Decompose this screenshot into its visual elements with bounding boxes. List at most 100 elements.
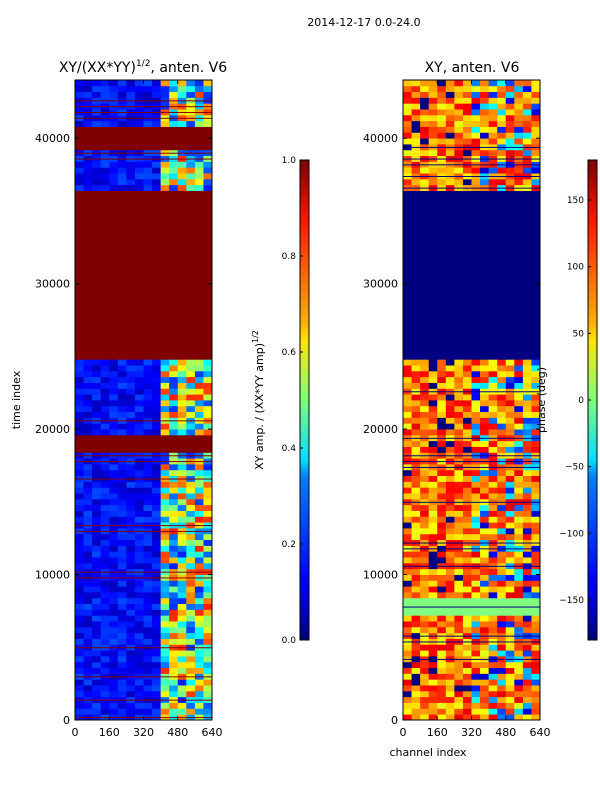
heatmap-cell xyxy=(117,481,127,488)
x-tick-label: 320 xyxy=(461,726,482,739)
heatmap-cell xyxy=(454,440,464,447)
heatmap-cell xyxy=(445,679,455,686)
heatmap-cell xyxy=(531,295,541,302)
heatmap-cell xyxy=(514,673,524,680)
heatmap-cell xyxy=(428,254,438,261)
heatmap-cell xyxy=(152,423,162,430)
heatmap-cell xyxy=(522,429,532,436)
heatmap-cell xyxy=(194,341,204,349)
heatmap-cell xyxy=(152,551,162,558)
heatmap-cell xyxy=(126,679,136,686)
heatmap-cell xyxy=(428,551,438,558)
heatmap-cell xyxy=(428,400,438,407)
heatmap-cell xyxy=(92,167,102,174)
heatmap-cell xyxy=(403,580,412,587)
heatmap-cell xyxy=(531,382,541,389)
heatmap-cell xyxy=(83,242,93,250)
heatmap-cell xyxy=(462,580,472,587)
heatmap-cell xyxy=(454,475,464,482)
heatmap-cell xyxy=(505,149,515,157)
heatmap-cell xyxy=(488,254,498,261)
heatmap-cell xyxy=(100,161,110,168)
heatmap-cell xyxy=(92,481,102,488)
heatmap-cell xyxy=(480,597,490,605)
heatmap-cell xyxy=(126,231,136,238)
heatmap-cell xyxy=(186,464,196,471)
heatmap-cell xyxy=(203,330,213,337)
heatmap-cell xyxy=(83,504,93,511)
heatmap-cell xyxy=(420,481,430,488)
heatmap-cell xyxy=(134,481,144,488)
heatmap-cell xyxy=(152,626,162,634)
heatmap-cell xyxy=(100,702,110,709)
heatmap-cell xyxy=(522,405,532,413)
heatmap-cell xyxy=(75,586,84,593)
heatmap-streak xyxy=(75,117,212,119)
heatmap-cell xyxy=(531,626,541,634)
heatmap-cell xyxy=(480,690,490,698)
heatmap-cell xyxy=(143,120,153,127)
heatmap-cell xyxy=(505,557,515,564)
heatmap-cell xyxy=(505,336,515,343)
heatmap-cell xyxy=(117,603,127,610)
heatmap-cell xyxy=(83,615,93,622)
heatmap-streak xyxy=(403,193,540,195)
heatmap-cell xyxy=(488,685,498,692)
heatmap-cell xyxy=(177,365,187,372)
heatmap-cell xyxy=(471,120,481,127)
colorbar-tick-label: 0.8 xyxy=(282,252,297,262)
heatmap-streak xyxy=(403,187,540,189)
heatmap-cell xyxy=(134,545,144,552)
heatmap-cell xyxy=(403,330,412,337)
heatmap-cell xyxy=(462,359,472,366)
heatmap-cell xyxy=(169,551,179,558)
heatmap-cell xyxy=(83,394,93,401)
heatmap-cell xyxy=(445,80,455,87)
heatmap-cell xyxy=(411,167,421,174)
heatmap-cell xyxy=(177,301,187,308)
heatmap-cell xyxy=(177,91,187,98)
heatmap-cell xyxy=(126,592,136,599)
heatmap-cell xyxy=(462,336,472,343)
heatmap-cell xyxy=(462,85,472,93)
heatmap-cell xyxy=(83,429,93,436)
colorbar-tick-label: −50 xyxy=(565,463,584,473)
heatmap-cell xyxy=(100,551,110,558)
heatmap-cell xyxy=(462,510,472,517)
heatmap-cell xyxy=(186,510,196,517)
heatmap-cell xyxy=(117,242,127,250)
heatmap-streak xyxy=(403,164,540,166)
heatmap-cell xyxy=(428,103,438,110)
heatmap-cell xyxy=(462,394,472,401)
heatmap-cell xyxy=(445,400,455,407)
heatmap-cell xyxy=(514,574,524,581)
heatmap-cell xyxy=(117,231,127,238)
heatmap-cell xyxy=(471,324,481,331)
heatmap-cell xyxy=(488,615,498,622)
heatmap-cell xyxy=(75,481,84,488)
heatmap-cell xyxy=(428,685,438,692)
heatmap-cell xyxy=(488,586,498,593)
heatmap-cell xyxy=(92,202,102,209)
heatmap-cell xyxy=(420,568,430,575)
heatmap-cell xyxy=(75,382,84,389)
heatmap-cell xyxy=(480,336,490,343)
heatmap-cell xyxy=(169,394,179,401)
heatmap-cell xyxy=(480,365,490,372)
heatmap-cell xyxy=(411,679,421,686)
heatmap-cell xyxy=(445,138,455,145)
heatmap-cell xyxy=(411,277,421,285)
heatmap-cell xyxy=(462,382,472,389)
heatmap-cell xyxy=(454,120,464,127)
heatmap-cell xyxy=(186,347,196,354)
heatmap-cell xyxy=(203,586,213,593)
heatmap-cell xyxy=(203,289,213,296)
heatmap-cell xyxy=(437,126,447,133)
heatmap-cell xyxy=(505,522,515,529)
heatmap-cell xyxy=(462,97,472,104)
heatmap-cell xyxy=(134,580,144,587)
heatmap-cell xyxy=(143,429,153,436)
heatmap-streak xyxy=(75,420,212,422)
heatmap-cell xyxy=(531,580,541,587)
